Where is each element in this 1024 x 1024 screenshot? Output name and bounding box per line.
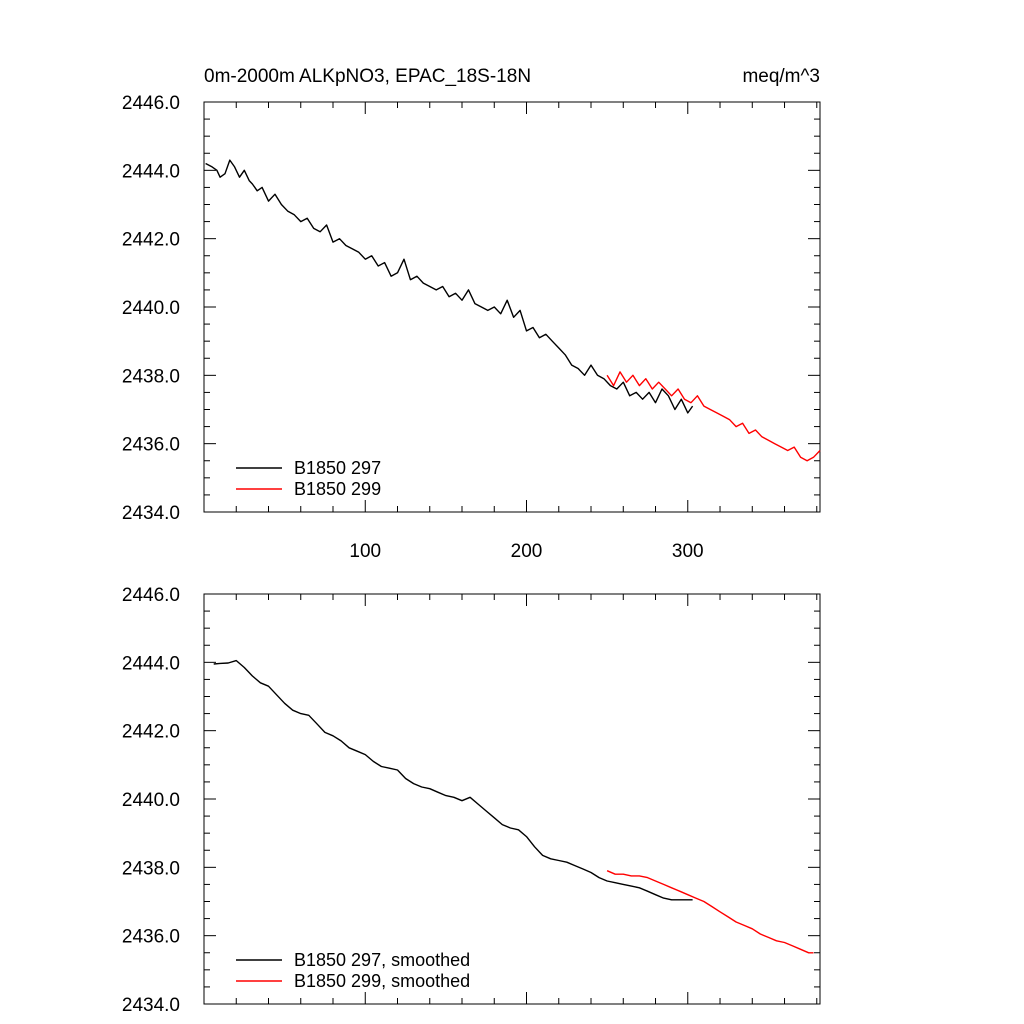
y-tick-label: 2434.0 bbox=[122, 503, 180, 524]
y-tick-label: 2438.0 bbox=[122, 858, 180, 879]
legend-label: B1850 299, smoothed bbox=[294, 971, 470, 991]
x-tick-label: 100 bbox=[349, 541, 381, 562]
y-tick-label: 2442.0 bbox=[122, 722, 180, 743]
legend-label: B1850 299 bbox=[294, 479, 381, 499]
series-line-b1850-297-smoothed bbox=[213, 659, 693, 901]
bottom-panel: 2434.0 2436.0 2438.0 2440.0 2442.0 2444.0 2446… bbox=[122, 585, 821, 1016]
y-tick-label: 2438.0 bbox=[122, 366, 180, 387]
chart-title: 0m-2000m ALKpNO3, EPAC_18S-18N bbox=[204, 66, 531, 87]
top-panel: 2434.0 2436.0 2438.0 2440.0 2442.0 2444.0 2446… bbox=[122, 93, 821, 562]
series-line-b1850-297 bbox=[205, 159, 694, 414]
series-line-b1850-299-smoothed bbox=[606, 870, 814, 954]
y-tick-label: 2440.0 bbox=[122, 298, 180, 319]
plot-frame bbox=[203, 593, 821, 1005]
x-tick-label: 200 bbox=[511, 541, 543, 562]
plot-frame bbox=[203, 101, 821, 513]
y-tick-label: 2446.0 bbox=[122, 585, 180, 606]
y-tick-label: 2446.0 bbox=[122, 93, 180, 114]
y-tick-label: 2444.0 bbox=[122, 653, 180, 674]
series-line-b1850-299 bbox=[606, 371, 821, 462]
y-tick-label: 2442.0 bbox=[122, 230, 180, 251]
x-tick-label: 300 bbox=[672, 541, 704, 562]
y-tick-label: 2444.0 bbox=[122, 161, 180, 182]
units-label: meq/m^3 bbox=[742, 66, 820, 87]
legend-label: B1850 297, smoothed bbox=[294, 950, 470, 970]
y-tick-label: 2436.0 bbox=[122, 927, 180, 948]
y-tick-label: 2440.0 bbox=[122, 790, 180, 811]
legend-label: B1850 297 bbox=[294, 458, 381, 478]
y-tick-label: 2436.0 bbox=[122, 435, 180, 456]
y-tick-label: 2434.0 bbox=[122, 995, 180, 1016]
